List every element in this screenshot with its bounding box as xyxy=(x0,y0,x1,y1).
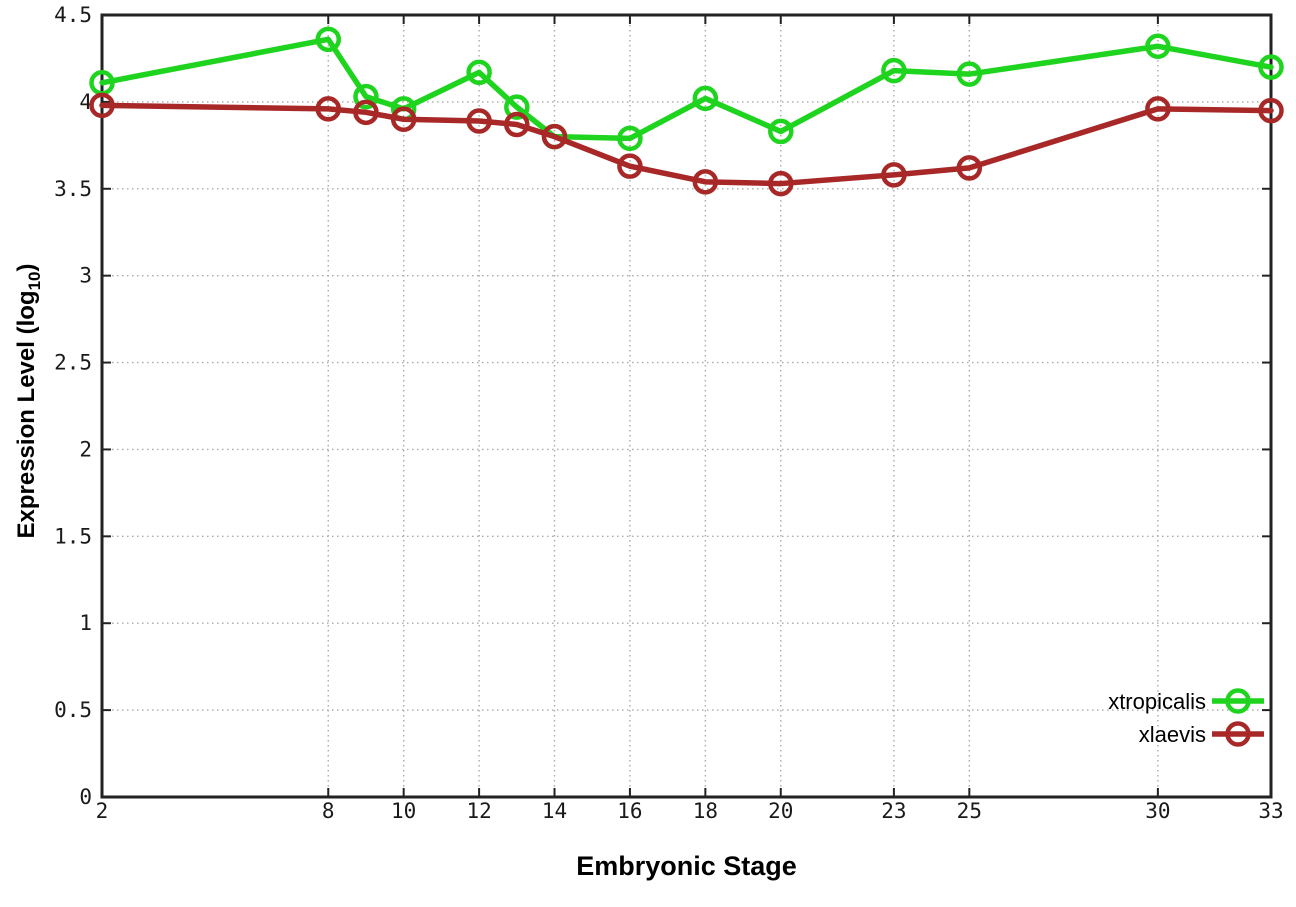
data-point-marker xyxy=(881,57,907,84)
legend-label-xlaevis: xlaevis xyxy=(1139,722,1206,747)
data-point-marker xyxy=(89,92,115,119)
y-tick-label: 0 xyxy=(79,785,92,809)
x-tick-label: 2 xyxy=(96,799,109,823)
x-tick-label: 25 xyxy=(957,799,982,823)
data-point-marker xyxy=(315,26,342,53)
y-axis-title-suffix: ) xyxy=(13,263,40,272)
data-point-marker xyxy=(1258,97,1284,124)
y-tick-label: 2.5 xyxy=(54,351,92,375)
data-point-marker xyxy=(504,111,530,138)
x-tick-label: 14 xyxy=(542,799,567,823)
series-xlaevis xyxy=(89,92,1284,197)
x-tick-labels: 2 8 10 12 14 16 18 20 23 25 30 33 xyxy=(96,799,1284,823)
y-axis-title-subscript: 10 xyxy=(24,271,44,291)
data-point-marker xyxy=(541,123,568,150)
data-point-marker xyxy=(617,153,643,179)
y-axis-title-text: Expression Level (log xyxy=(13,290,40,539)
y-tick-label: 4 xyxy=(79,90,92,114)
x-tick-label: 30 xyxy=(1145,799,1170,823)
x-tick-label: 16 xyxy=(617,799,642,823)
data-point-marker xyxy=(617,125,643,152)
data-point-marker xyxy=(353,99,379,126)
data-point-marker xyxy=(390,106,417,133)
legend-marker-sample xyxy=(1225,688,1251,714)
data-point-marker xyxy=(1145,33,1171,60)
x-tick-label: 18 xyxy=(693,799,718,823)
grid xyxy=(102,15,1271,797)
y-tick-label: 3.5 xyxy=(54,177,92,201)
y-tick-label: 1 xyxy=(79,611,92,635)
series-xtropicalis xyxy=(89,26,1284,152)
data-point-marker xyxy=(353,83,379,110)
series-line xyxy=(99,102,1274,187)
data-point-marker xyxy=(1145,96,1171,122)
y-tick-label: 2 xyxy=(79,437,92,461)
legend-label-xtropicalis: xtropicalis xyxy=(1108,689,1206,714)
y-axis-title: Expression Level (log10) xyxy=(13,151,44,651)
x-tick-label: 12 xyxy=(466,799,491,823)
y-tick-label: 4.5 xyxy=(54,3,92,27)
x-tick-label: 33 xyxy=(1258,799,1283,823)
data-point-marker xyxy=(768,170,794,197)
data-point-marker xyxy=(315,96,342,122)
data-point-marker xyxy=(881,162,907,188)
x-tick-label: 23 xyxy=(881,799,906,823)
y-tick-labels: 0 0.5 1 1.5 2 2.5 3 3.5 4 4.5 xyxy=(54,3,92,809)
x-axis-title: Embryonic Stage xyxy=(576,851,797,881)
tick-marks xyxy=(101,14,1272,798)
data-point-marker xyxy=(466,59,492,86)
x-tick-label: 8 xyxy=(322,799,335,823)
data-point-marker xyxy=(956,155,983,181)
legend-marker-sample xyxy=(1225,721,1251,747)
plot-border xyxy=(100,13,1273,799)
y-tick-label: 1.5 xyxy=(54,524,92,548)
series-line xyxy=(99,36,1274,142)
data-point-marker xyxy=(1258,54,1284,80)
data-point-marker xyxy=(692,85,719,112)
x-tick-label: 10 xyxy=(391,799,416,823)
x-tick-label: 20 xyxy=(768,799,793,823)
y-tick-label: 3 xyxy=(79,264,92,288)
legend: xtropicalis xlaevis xyxy=(1108,688,1264,747)
data-point-marker xyxy=(504,94,530,120)
data-point-marker xyxy=(466,108,492,134)
data-point-marker xyxy=(768,118,794,145)
y-tick-label: 0.5 xyxy=(54,698,92,722)
data-point-marker xyxy=(692,169,719,195)
data-point-marker xyxy=(956,61,983,87)
